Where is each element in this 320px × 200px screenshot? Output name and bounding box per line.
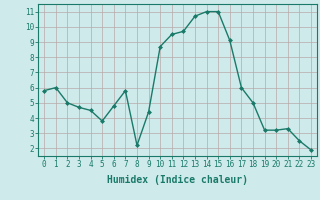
X-axis label: Humidex (Indice chaleur): Humidex (Indice chaleur): [107, 175, 248, 185]
